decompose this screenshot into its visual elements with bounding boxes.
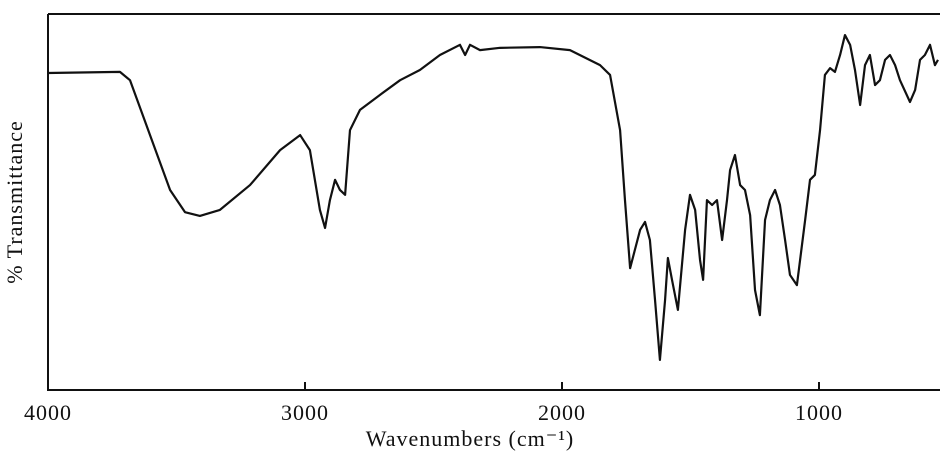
x-tick-label: 3000: [281, 400, 329, 425]
x-tick-label: 4000: [24, 400, 72, 425]
x-tick-label: 1000: [795, 400, 843, 425]
x-axis-label: Wavenumbers (cm⁻¹): [366, 426, 575, 451]
y-axis-label: % Transmittance: [2, 120, 27, 284]
spectrum-line: [47, 33, 939, 362]
x-tick-label: 2000: [538, 400, 586, 425]
